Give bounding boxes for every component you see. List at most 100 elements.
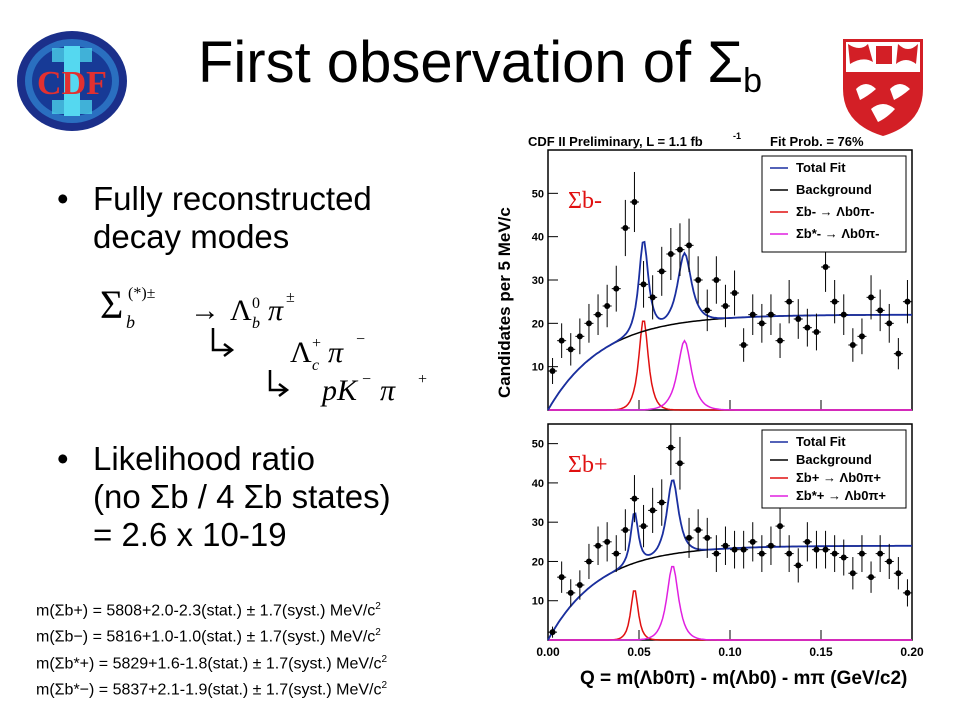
data-point <box>667 444 674 451</box>
svg-text:0: 0 <box>252 295 260 312</box>
data-point <box>831 550 838 557</box>
data-point <box>667 251 674 257</box>
data-point <box>804 324 811 331</box>
legend-label: Σb*+ → Λb0π+ <box>796 488 886 503</box>
sigma-curve <box>548 320 912 411</box>
data-point <box>722 303 729 309</box>
data-point <box>631 199 638 205</box>
data-point <box>640 523 647 530</box>
svg-text:π: π <box>380 374 396 407</box>
data-point <box>795 562 802 569</box>
data-point <box>686 242 693 249</box>
data-point <box>786 298 793 305</box>
data-point <box>558 574 565 581</box>
y-tick-label: 40 <box>532 478 544 490</box>
data-point <box>813 329 820 335</box>
decay-chain-formula: Σ b (*)± → Λ 0 b π ± Λ + c π − pK − π + <box>90 278 470 408</box>
data-point <box>722 542 729 549</box>
sigma-b-chart: CDF II Preliminary, L = 1.1 fb -1 Fit Pr… <box>495 131 924 689</box>
data-point <box>767 311 774 318</box>
data-point <box>740 546 747 553</box>
data-point <box>695 277 702 283</box>
bullet-2-line-1: Likelihood ratio <box>93 440 315 477</box>
panel-label: Σb+ <box>568 452 608 478</box>
data-point <box>822 264 829 270</box>
data-point <box>704 534 711 541</box>
data-point <box>777 523 784 530</box>
y-tick-label: 30 <box>532 275 544 287</box>
bullet-1-line-2: decay modes <box>93 218 290 255</box>
svg-text:±: ± <box>286 289 295 306</box>
x-tick-label: 0.05 <box>627 645 651 659</box>
data-point <box>904 589 911 596</box>
svg-text:π: π <box>328 336 344 369</box>
data-point <box>777 337 784 344</box>
data-point <box>868 294 875 301</box>
data-point <box>731 290 738 296</box>
result-label: m(Σb−) <box>36 628 89 646</box>
y-tick-label: 40 <box>532 232 544 244</box>
data-point <box>831 298 838 305</box>
data-point <box>649 294 656 301</box>
title-subscript: b <box>743 62 763 100</box>
svg-text:−: − <box>362 371 371 388</box>
result-row: m(Σb+) = 5808+2.0-2.3(stat.) ± 1.7(syst.… <box>36 596 387 622</box>
bullet-2-line-3: = 2.6 x 10-19 <box>93 516 287 553</box>
sigmastar-curve <box>548 565 912 641</box>
data-point <box>595 311 602 318</box>
svg-text:Λ: Λ <box>290 336 312 369</box>
data-point <box>585 320 592 327</box>
data-point <box>595 542 602 549</box>
data-point <box>813 546 820 553</box>
data-point <box>740 342 747 348</box>
data-point <box>877 307 884 314</box>
data-point <box>868 574 875 581</box>
data-point <box>840 311 847 318</box>
result-exp: 2 <box>381 679 388 691</box>
data-point <box>576 582 583 589</box>
background-curve <box>547 545 912 641</box>
chart-header-left-exp: -1 <box>733 131 741 141</box>
legend-box <box>761 429 907 509</box>
result-row: m(Σb−) = 5816+1.0-1.0(stat.) ± 1.7(syst.… <box>36 622 387 648</box>
svg-text:b: b <box>252 315 260 332</box>
data-point <box>749 538 756 545</box>
data-point <box>549 629 556 636</box>
bullet-1: • Fully reconstructed decay modes <box>57 180 372 256</box>
y-tick-label: 50 <box>532 188 544 200</box>
chart-panel: 10 20 30 40 50 Σb- Total Fit Background Σb- → Λb… <box>532 149 913 411</box>
result-label: m(Σb*−) <box>36 681 95 699</box>
svg-text:+: + <box>312 335 321 352</box>
data-point <box>795 316 802 322</box>
svg-text:Λ: Λ <box>230 294 252 327</box>
bullet-dot-icon: • <box>57 180 69 217</box>
legend-label: Σb+ → Λb0π+ <box>796 470 881 485</box>
data-point <box>658 268 665 275</box>
x-tick-label: 0.15 <box>809 645 833 659</box>
data-point <box>767 542 774 549</box>
data-point <box>604 538 611 545</box>
data-point <box>849 570 856 577</box>
data-point <box>713 550 720 557</box>
data-point <box>695 527 702 534</box>
data-point <box>613 550 620 557</box>
data-point <box>886 558 893 565</box>
y-tick-label: 10 <box>532 362 544 374</box>
data-point <box>858 550 865 557</box>
bullet-dot-icon: • <box>57 440 69 477</box>
data-point <box>622 527 629 534</box>
total-fit-curve <box>547 240 912 411</box>
svg-text:pK: pK <box>320 374 359 407</box>
data-point <box>895 350 902 357</box>
total-fit-curve <box>547 479 912 641</box>
data-point <box>713 277 720 283</box>
data-point <box>758 550 765 557</box>
legend-label: Total Fit <box>796 434 846 449</box>
data-point <box>613 285 620 292</box>
title-main: First observation of Σ <box>197 30 744 95</box>
chart-header-left: CDF II Preliminary, L = 1.1 fb <box>528 134 703 149</box>
data-point <box>786 550 793 557</box>
data-point <box>840 554 847 561</box>
x-tick-label: 0.10 <box>718 645 742 659</box>
chart-header-right: Fit Prob. = 76% <box>770 134 864 149</box>
